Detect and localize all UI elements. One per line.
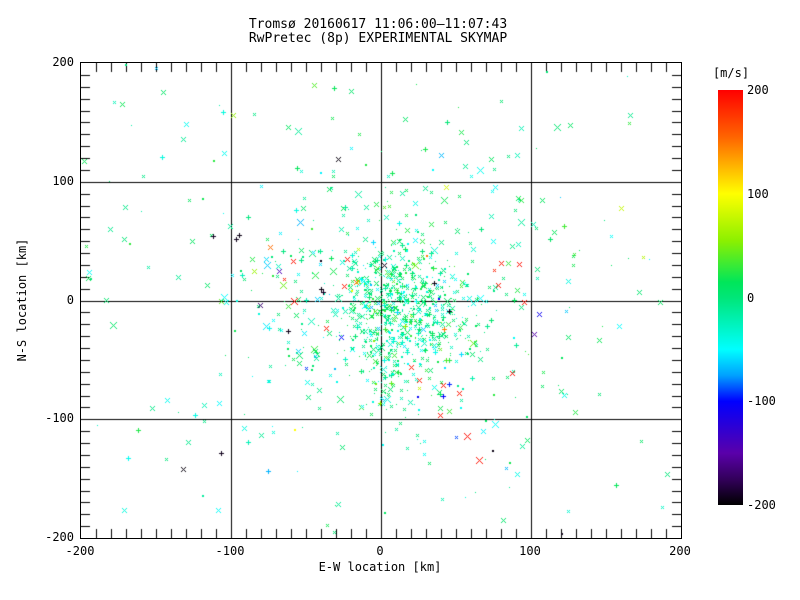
colorbar-tick-label: 200 [747,83,769,97]
scatter-canvas [81,63,681,538]
x-tick-label: 100 [519,544,541,558]
plot-title-line2: RwPretec (8p) EXPERIMENTAL SKYMAP [248,31,508,46]
colorbar-tick-label: 0 [747,290,755,305]
colorbar-tick-label: -200 [747,498,776,512]
y-tick-label: 0 [66,292,74,307]
x-tick-label: -200 [65,544,95,558]
colorbar-tick-label: -100 [747,394,776,409]
y-tick-label: -100 [45,411,74,426]
y-tick-label: 100 [52,173,74,188]
colorbar-tick-label: 100 [747,186,769,201]
plot-area [80,62,682,539]
x-tick-label: 0 [376,544,384,558]
y-tick-label: -200 [45,530,74,544]
plot-title: Tromsø 20160617 11:06:00–11:07:43 RwPret… [0,18,756,46]
plot-title-line1: Tromsø 20160617 11:06:00–11:07:43 [248,17,508,32]
colorbar-gradient [718,90,743,505]
y-tick-label: 200 [52,55,74,69]
x-tick-label: -100 [215,544,245,558]
colorbar-units-label: [m/s] [712,66,750,80]
y-axis-title: N-S location [km] [15,238,29,362]
x-axis-title: E-W location [km] [318,560,442,574]
x-tick-label: 200 [669,544,691,558]
